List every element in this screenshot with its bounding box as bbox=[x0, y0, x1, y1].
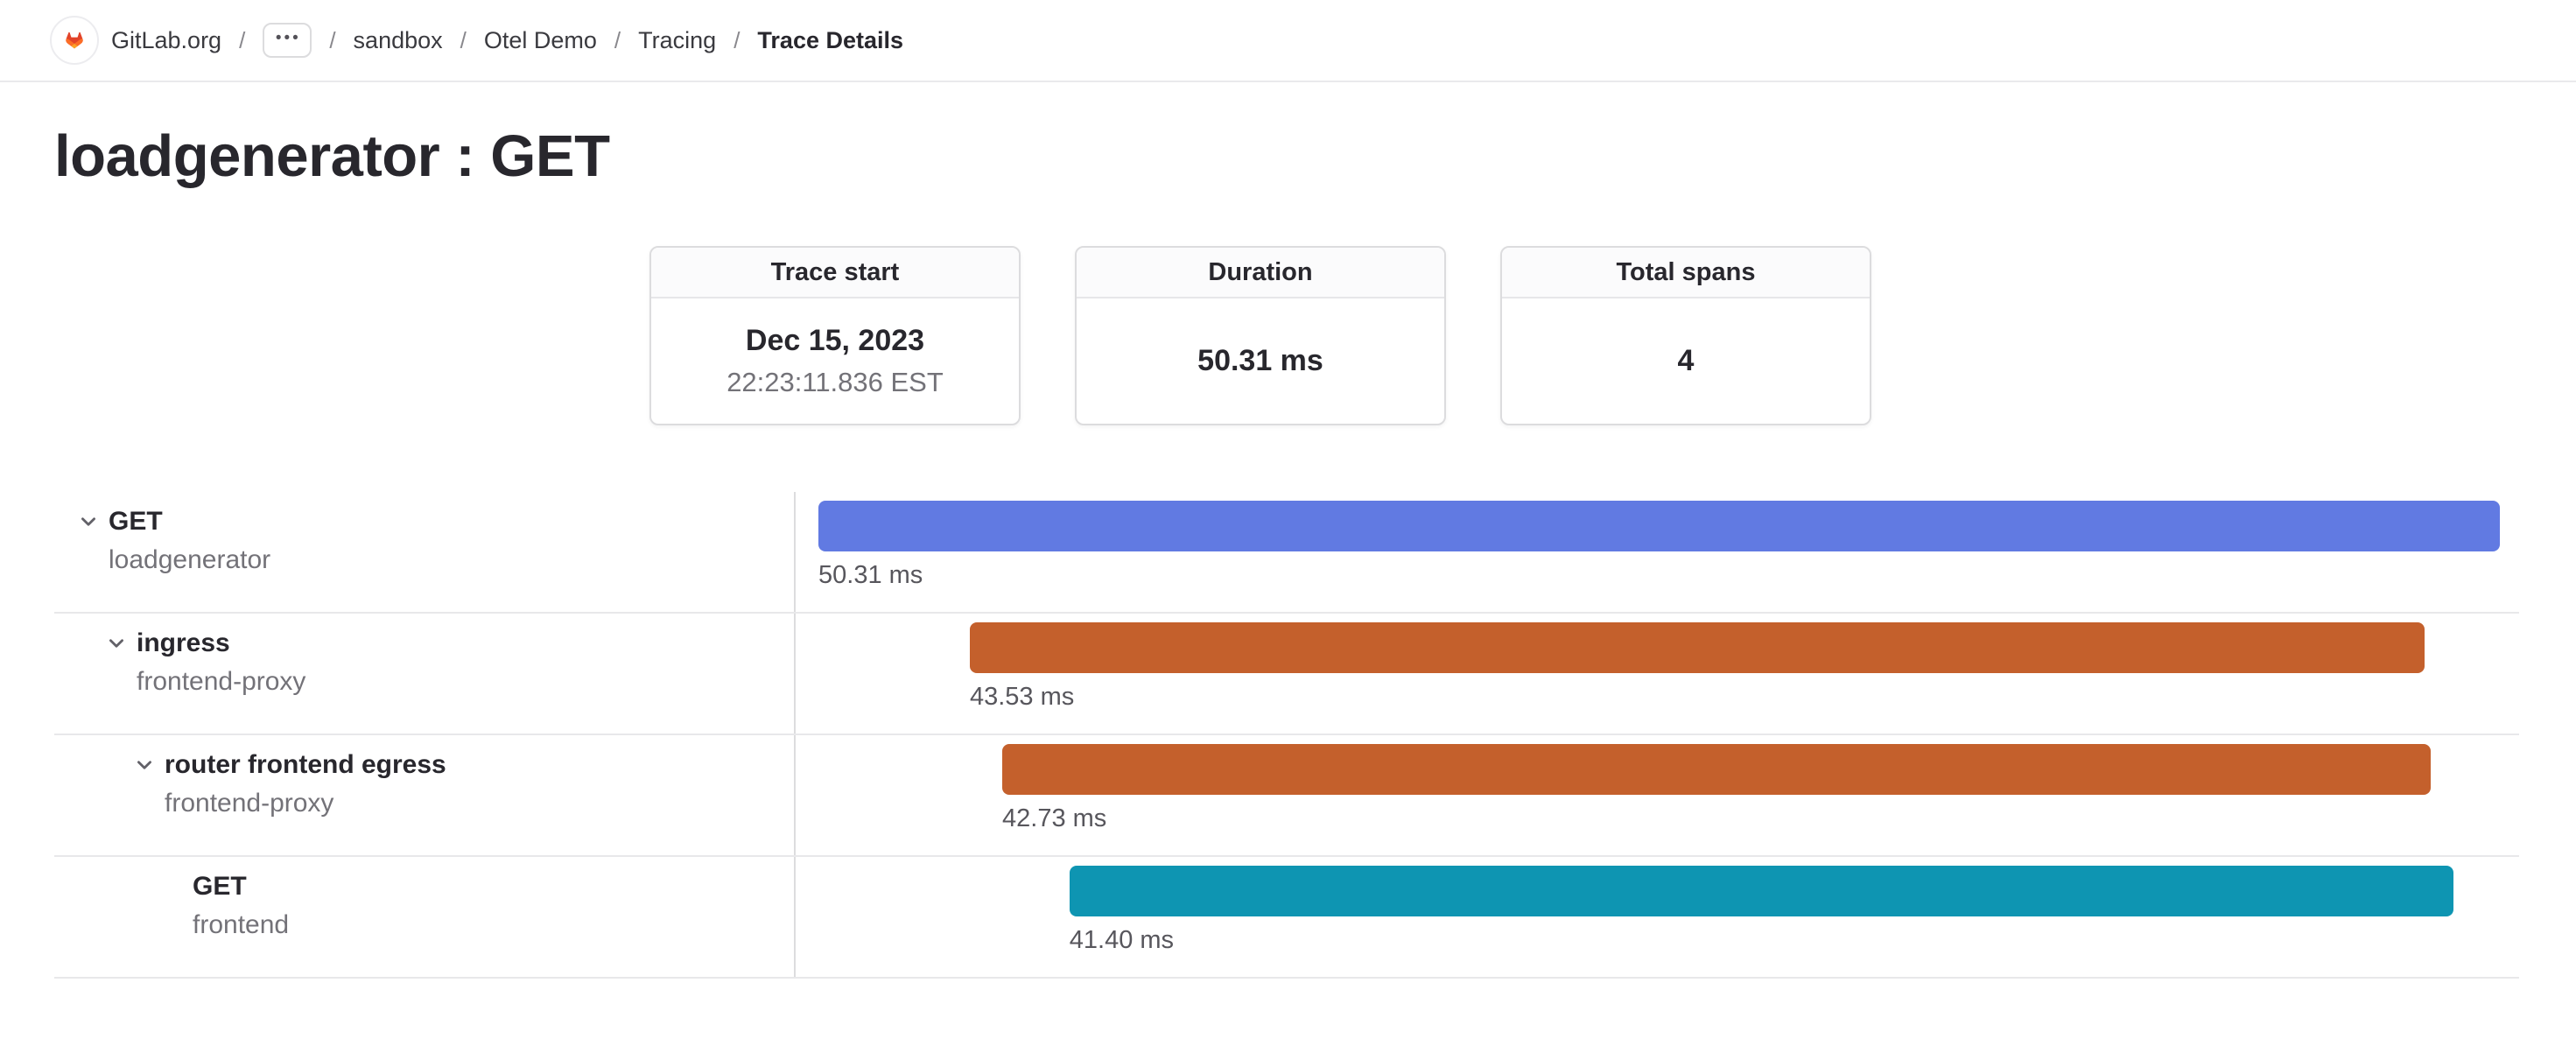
summary-cards: Trace start Dec 15, 2023 22:23:11.836 ES… bbox=[649, 246, 2576, 425]
span-operation-label: ingress bbox=[137, 628, 230, 657]
trace-span-row: GET loadgenerator 50.31 ms bbox=[54, 492, 2519, 614]
trace-span-row: ingress frontend-proxy 43.53 ms bbox=[54, 614, 2519, 735]
breadcrumb-separator: / bbox=[460, 26, 467, 53]
breadcrumb-separator: / bbox=[733, 26, 741, 53]
gitlab-logo-icon[interactable] bbox=[50, 16, 99, 65]
total-spans-card: Total spans 4 bbox=[1500, 246, 1871, 425]
span-timeline: 43.53 ms bbox=[794, 614, 2519, 734]
breadcrumb-separator: / bbox=[614, 26, 621, 53]
span-service-label: frontend bbox=[193, 910, 290, 939]
span-duration-label: 42.73 ms bbox=[1002, 804, 1107, 832]
span-duration-label: 50.31 ms bbox=[818, 561, 923, 589]
span-duration-bar[interactable] bbox=[969, 622, 2425, 673]
breadcrumb-item-sandbox[interactable]: sandbox bbox=[353, 26, 443, 53]
span-duration-bar[interactable] bbox=[818, 501, 2500, 551]
span-operation-label: GET bbox=[193, 872, 247, 901]
total-spans-value: 4 bbox=[1677, 344, 1695, 377]
page-title: loadgenerator : GET bbox=[54, 123, 610, 189]
span-duration-label: 43.53 ms bbox=[969, 683, 1075, 711]
breadcrumb-separator: / bbox=[239, 26, 246, 53]
trace-start-card: Trace start Dec 15, 2023 22:23:11.836 ES… bbox=[649, 246, 1021, 425]
span-timeline: 41.40 ms bbox=[794, 857, 2519, 977]
span-service-label: frontend-proxy bbox=[137, 667, 306, 696]
span-info: router frontend egress frontend-proxy bbox=[54, 735, 794, 855]
span-operation-label: router frontend egress bbox=[165, 750, 446, 779]
trace-start-time: 22:23:11.836 EST bbox=[726, 367, 944, 397]
total-spans-card-title: Total spans bbox=[1502, 248, 1870, 298]
span-info: GET loadgenerator bbox=[54, 492, 794, 612]
trace-start-card-title: Trace start bbox=[651, 248, 1019, 298]
span-timeline: 50.31 ms bbox=[794, 492, 2519, 612]
duration-card: Duration 50.31 ms bbox=[1075, 246, 1446, 425]
span-timeline: 42.73 ms bbox=[794, 735, 2519, 855]
breadcrumb-item-trace-details: Trace Details bbox=[757, 26, 904, 53]
span-operation-label: GET bbox=[109, 507, 163, 536]
breadcrumb-item-tracing[interactable]: Tracing bbox=[638, 26, 717, 53]
trace-span-row: GET frontend 41.40 ms bbox=[54, 857, 2519, 979]
trace-spans-table: GET loadgenerator 50.31 ms ingress front… bbox=[54, 492, 2519, 979]
span-duration-label: 41.40 ms bbox=[1069, 926, 1175, 954]
chevron-down-icon[interactable] bbox=[75, 509, 102, 535]
breadcrumb: GitLab.org / ••• / sandbox / Otel Demo /… bbox=[0, 0, 2576, 82]
breadcrumb-separator: / bbox=[329, 26, 336, 53]
span-service-label: frontend-proxy bbox=[165, 789, 334, 818]
breadcrumb-ellipsis-button[interactable]: ••• bbox=[263, 23, 312, 58]
span-service-label: loadgenerator bbox=[109, 545, 271, 574]
span-duration-bar[interactable] bbox=[1002, 744, 2431, 795]
trace-span-row: router frontend egress frontend-proxy 42… bbox=[54, 735, 2519, 857]
breadcrumb-item-otel-demo[interactable]: Otel Demo bbox=[483, 26, 597, 53]
span-duration-bar[interactable] bbox=[1069, 866, 2453, 916]
span-info: GET frontend bbox=[54, 857, 794, 977]
duration-card-title: Duration bbox=[1077, 248, 1444, 298]
chevron-down-icon[interactable] bbox=[103, 630, 130, 656]
chevron-down-icon[interactable] bbox=[131, 752, 158, 778]
trace-start-date: Dec 15, 2023 bbox=[745, 324, 925, 357]
span-info: ingress frontend-proxy bbox=[54, 614, 794, 734]
breadcrumb-item-gitlab-org[interactable]: GitLab.org bbox=[111, 26, 222, 53]
duration-value: 50.31 ms bbox=[1197, 344, 1323, 377]
